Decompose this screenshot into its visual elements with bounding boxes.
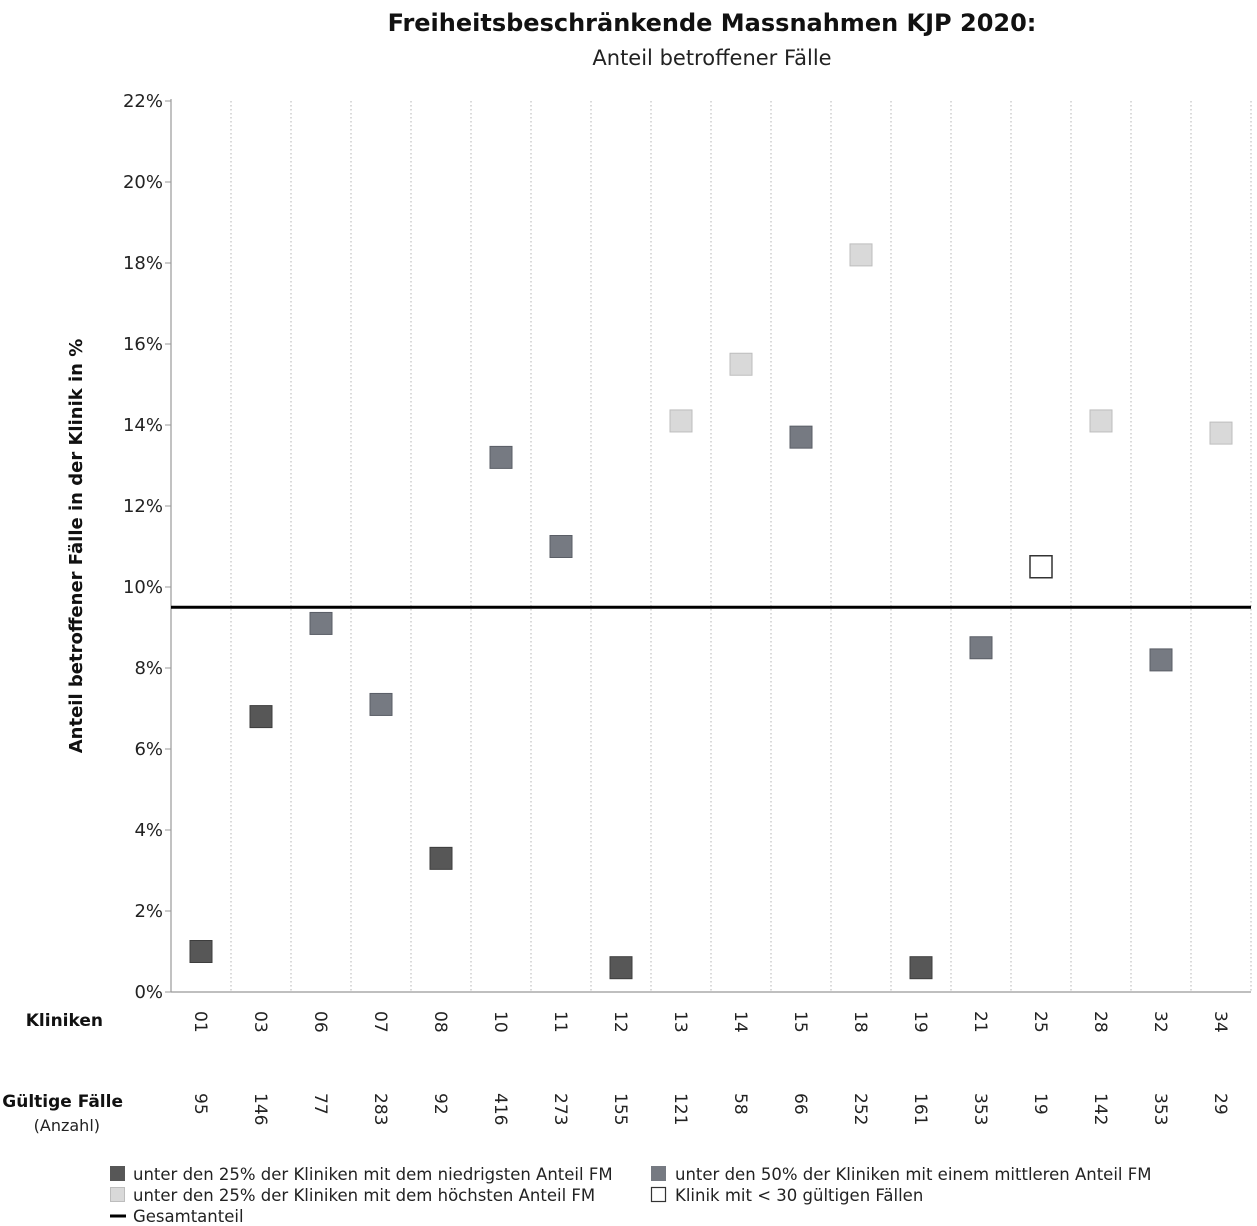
legend: unter den 25% der Kliniken mit dem niedr… (110, 1165, 1151, 1226)
y-tick-label: 4% (134, 820, 163, 841)
cases-label: 92 (430, 1093, 450, 1115)
marker-klinik-13 (669, 409, 693, 433)
cases-label: 66 (790, 1093, 810, 1115)
marker-klinik-08 (429, 846, 453, 870)
plot-area: 0% 2% 4% 6% 8% 10% 12% 14% 16% 18% 20% 22% (123, 91, 1252, 1003)
marker-klinik-14 (729, 352, 753, 376)
y-tick-label: 0% (134, 982, 163, 1003)
y-tick-label: 6% (134, 739, 163, 760)
cases-label: 353 (970, 1093, 990, 1125)
klinik-label: 11 (550, 1011, 570, 1033)
y-tick-label: 12% (123, 496, 163, 517)
cases-label: 95 (190, 1093, 210, 1115)
cases-label: 416 (490, 1093, 510, 1125)
legend-label-low: unter den 25% der Kliniken mit dem niedr… (133, 1165, 613, 1184)
klinik-label: 15 (790, 1011, 810, 1033)
marker-klinik-25 (1029, 555, 1053, 579)
klinik-label: 07 (370, 1011, 390, 1033)
klinik-label: 13 (670, 1011, 690, 1033)
data-markers (189, 243, 1233, 980)
y-tick-label: 20% (123, 172, 163, 193)
klinik-label: 14 (730, 1011, 750, 1033)
cases-label: 353 (1150, 1093, 1170, 1125)
y-tick-label: 18% (123, 253, 163, 274)
cases-row-sublabel: (Anzahl) (34, 1116, 100, 1135)
cases-label: 29 (1210, 1093, 1230, 1115)
cases-label: 252 (850, 1093, 870, 1125)
cases-label: 283 (370, 1093, 390, 1125)
vertical-grid (230, 101, 1252, 992)
cases-label: 77 (310, 1093, 330, 1115)
klinik-label: 08 (430, 1011, 450, 1033)
klinik-label: 18 (850, 1011, 870, 1033)
y-tick-label: 10% (123, 577, 163, 598)
cases-label: 58 (730, 1093, 750, 1115)
legend-label-total: Gesamtanteil (133, 1207, 244, 1226)
marker-klinik-07 (369, 692, 393, 716)
cases-labels: 95 146 77 283 92 416 273 155 121 58 66 252 161 353 19 1… (190, 1093, 1230, 1125)
y-tick-label: 2% (134, 901, 163, 922)
klinik-label: 25 (1030, 1011, 1050, 1033)
klinik-label: 32 (1150, 1011, 1170, 1033)
y-axis-label: Anteil betroffener Fälle in der Klinik i… (66, 339, 87, 754)
legend-label-few: Klinik mit < 30 gültigen Fällen (675, 1186, 923, 1205)
klinik-label: 01 (190, 1011, 210, 1033)
marker-klinik-21 (969, 636, 993, 660)
axes (165, 99, 1251, 993)
y-tick-labels: 0% 2% 4% 6% 8% 10% 12% 14% 16% 18% 20% 22% (123, 91, 163, 1003)
klinik-label: 34 (1210, 1011, 1230, 1033)
marker-klinik-28 (1089, 409, 1113, 433)
cases-label: 121 (670, 1093, 690, 1125)
klinik-label: 06 (310, 1011, 330, 1033)
y-tick-label: 22% (123, 91, 163, 112)
klinik-label: 03 (250, 1011, 270, 1033)
chart-title: Freiheitsbeschränkende Massnahmen KJP 20… (388, 9, 1037, 37)
y-tick-label: 14% (123, 415, 163, 436)
legend-label-mid: unter den 50% der Kliniken mit einem mit… (675, 1165, 1151, 1184)
klinik-label: 19 (910, 1011, 930, 1033)
legend-swatch-high (110, 1187, 125, 1202)
kliniken-row-label: Kliniken (26, 1011, 103, 1031)
legend-swatch-low (110, 1166, 125, 1181)
legend-swatch-few (650, 1186, 667, 1203)
legend-label-high: unter den 25% der Kliniken mit dem höchs… (133, 1186, 595, 1205)
marker-klinik-11 (549, 535, 573, 558)
y-tick-label: 16% (123, 334, 163, 355)
cases-label: 142 (1090, 1093, 1110, 1125)
klinik-label: 12 (610, 1011, 630, 1033)
cases-label: 19 (1030, 1093, 1050, 1115)
marker-klinik-32 (1149, 648, 1173, 672)
cases-row-label: Gültige Fälle (2, 1092, 123, 1112)
marker-klinik-03 (249, 705, 273, 729)
cases-label: 161 (910, 1093, 930, 1125)
klinik-label: 10 (490, 1011, 510, 1033)
marker-klinik-19 (909, 956, 933, 980)
marker-klinik-06 (309, 611, 333, 635)
chart-subtitle: Anteil betroffener Fälle (592, 46, 831, 70)
klinik-labels: 01 03 06 07 08 10 11 12 13 14 15 18 19 21 25 28 32 34 (190, 1011, 1230, 1033)
y-tick-label: 8% (134, 658, 163, 679)
marker-klinik-18 (849, 243, 873, 267)
marker-klinik-15 (789, 425, 813, 449)
klinik-label: 21 (970, 1011, 990, 1033)
cases-label: 155 (610, 1093, 630, 1125)
cases-label: 273 (550, 1093, 570, 1125)
marker-klinik-34 (1209, 421, 1233, 445)
cases-label: 146 (250, 1093, 270, 1125)
marker-klinik-10 (489, 445, 513, 469)
marker-klinik-01 (189, 940, 213, 963)
klinik-label: 28 (1090, 1011, 1110, 1033)
marker-klinik-12 (609, 956, 633, 980)
legend-swatch-mid (651, 1166, 666, 1181)
